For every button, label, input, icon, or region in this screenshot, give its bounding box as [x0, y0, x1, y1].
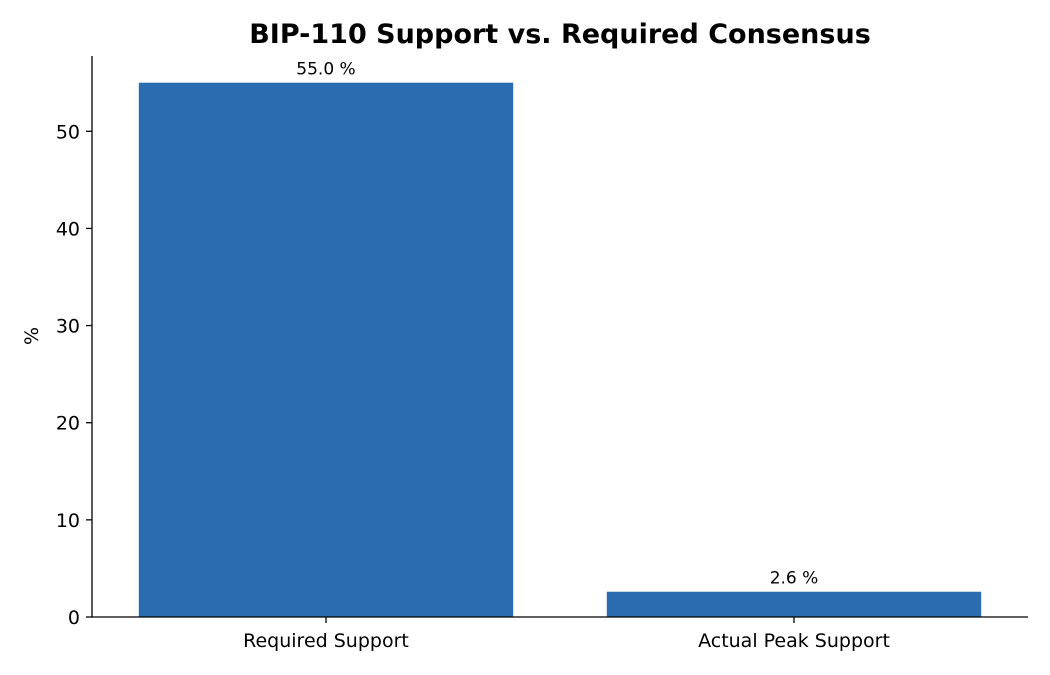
y-tick-label-40: 40 — [56, 218, 80, 240]
y-axis-label: % — [21, 327, 43, 345]
y-tick-label-30: 30 — [56, 316, 80, 338]
y-tick-label-0: 0 — [68, 607, 80, 629]
y-tick-label-50: 50 — [56, 121, 80, 143]
y-axis-ticks: 0 10 20 30 40 50 — [56, 121, 92, 629]
data-label-required-support: 55.0 % — [296, 60, 355, 80]
bar-required-support — [138, 82, 514, 617]
x-tick-label-required-support: Required Support — [243, 630, 409, 652]
data-label-actual-peak-support: 2.6 % — [770, 569, 819, 589]
y-tick-label-20: 20 — [56, 413, 80, 435]
chart-title: BIP-110 Support vs. Required Consensus — [249, 19, 871, 50]
data-labels-group: 55.0 % 2.6 % — [296, 60, 818, 589]
bars-group — [138, 82, 982, 617]
x-axis-ticks: Required Support Actual Peak Support — [243, 617, 890, 652]
bar-actual-peak-support — [606, 591, 982, 617]
x-tick-label-actual-peak-support: Actual Peak Support — [698, 630, 890, 652]
y-tick-label-10: 10 — [56, 510, 80, 532]
